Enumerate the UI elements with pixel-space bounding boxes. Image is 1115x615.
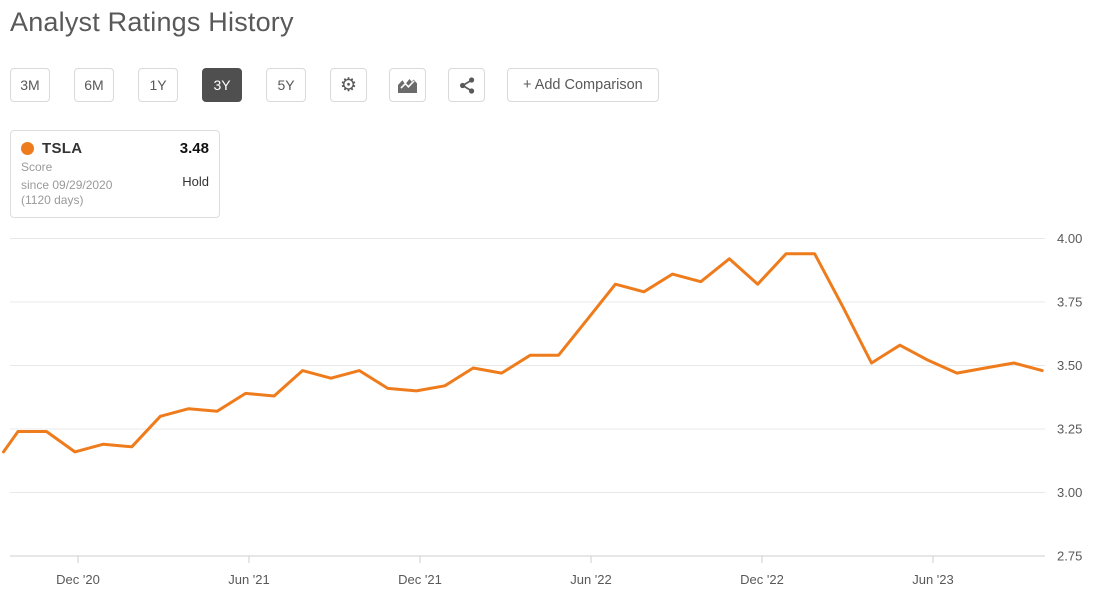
share-button[interactable] xyxy=(448,68,485,102)
y-axis-tick-label: 4.00 xyxy=(1057,231,1082,246)
legend-rating-badge: Hold xyxy=(182,174,209,189)
x-axis-tick-label: Jun '21 xyxy=(228,572,270,587)
gear-icon: ⚙ xyxy=(339,74,358,96)
x-axis-tick-label: Dec '22 xyxy=(740,572,784,587)
x-axis-tick-label: Jun '23 xyxy=(912,572,954,587)
legend-since-date: since 09/29/2020 xyxy=(21,178,113,192)
y-axis-tick-label: 3.25 xyxy=(1057,422,1082,437)
chart-style-button[interactable] xyxy=(389,68,426,102)
page-title: Analyst Ratings History xyxy=(10,7,294,37)
x-axis-tick-label: Jun '22 xyxy=(570,572,612,587)
legend-since-days: (1120 days) xyxy=(21,193,84,207)
y-axis-tick-label: 3.50 xyxy=(1057,358,1082,373)
range-button-3m[interactable]: 3M xyxy=(10,68,50,102)
y-axis-tick-label: 3.00 xyxy=(1057,485,1082,500)
series-color-dot-icon xyxy=(21,142,34,155)
x-axis-tick-label: Dec '20 xyxy=(56,572,100,587)
legend-ticker: TSLA xyxy=(42,140,83,157)
range-button-1y[interactable]: 1Y xyxy=(138,68,178,102)
legend-score-value: 3.48 xyxy=(179,140,209,157)
range-button-5y[interactable]: 5Y xyxy=(266,68,306,102)
range-button-6m[interactable]: 6M xyxy=(74,68,114,102)
y-axis-tick-label: 3.75 xyxy=(1057,295,1082,310)
share-icon xyxy=(459,76,474,94)
chart-toolbar: 3M 6M 1Y 3Y 5Y ⚙ + Add Comparison xyxy=(10,68,659,102)
settings-button[interactable]: ⚙ xyxy=(330,68,367,102)
area-chart-icon xyxy=(398,78,417,93)
y-axis-tick-label: 2.75 xyxy=(1057,549,1082,564)
legend-score-label: Score xyxy=(21,160,53,174)
x-axis-tick-label: Dec '21 xyxy=(398,572,442,587)
add-comparison-button[interactable]: + Add Comparison xyxy=(507,68,659,102)
legend-card[interactable]: TSLA 3.48 Score since 09/29/2020 (1120 d… xyxy=(10,130,220,218)
score-line-series[interactable] xyxy=(2,252,1044,454)
range-button-3y[interactable]: 3Y xyxy=(202,68,242,102)
